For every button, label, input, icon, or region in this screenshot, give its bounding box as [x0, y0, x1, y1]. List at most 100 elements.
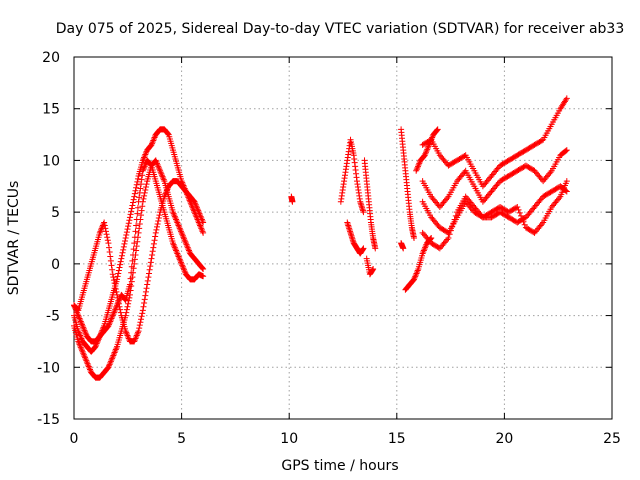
data-point [84, 360, 91, 367]
data-point [360, 245, 367, 252]
data-point [413, 167, 420, 174]
data-point [444, 195, 451, 202]
data-point [516, 209, 523, 216]
data-point [106, 319, 113, 326]
data-point [162, 190, 169, 197]
data-point [139, 157, 146, 164]
data-point [132, 187, 139, 194]
data-point [108, 315, 115, 322]
x-tick-label: 15 [388, 431, 406, 447]
data-point [102, 228, 109, 235]
data-point [155, 164, 162, 171]
data-point [130, 196, 137, 203]
data-point [129, 202, 136, 209]
data-point [149, 140, 156, 147]
x-tick-label: 5 [177, 431, 186, 447]
data-point [117, 306, 124, 313]
data-point [420, 247, 427, 254]
data-point [176, 256, 183, 263]
data-point [518, 212, 525, 219]
data-point [134, 238, 141, 245]
data-point [521, 221, 528, 228]
data-point [154, 223, 161, 230]
data-point [120, 243, 127, 250]
data-point [171, 243, 178, 250]
data-point [136, 322, 143, 329]
data-point [94, 339, 101, 346]
data-point [80, 325, 87, 332]
data-point [106, 321, 113, 328]
data-point [177, 228, 184, 235]
data-point [169, 240, 176, 247]
data-point [171, 212, 178, 219]
data-point [152, 229, 159, 236]
data-point [113, 288, 120, 295]
y-tick-label: -5 [46, 309, 60, 325]
data-point [142, 288, 149, 295]
data-point [122, 328, 129, 335]
data-point [429, 134, 436, 141]
data-point [192, 201, 199, 208]
plot-frame [73, 56, 613, 420]
data-point [133, 247, 140, 254]
data-point [421, 246, 428, 253]
data-point [115, 297, 122, 304]
data-point [153, 158, 160, 165]
data-point [134, 234, 141, 241]
data-point [182, 238, 189, 245]
data-point [197, 222, 204, 229]
data-point [80, 324, 87, 331]
data-point [134, 331, 141, 338]
data-point [158, 170, 165, 177]
data-point [161, 193, 168, 200]
data-point [139, 203, 146, 210]
data-point [143, 181, 150, 188]
data-point [125, 223, 132, 230]
data-point [115, 267, 122, 274]
data-point [420, 249, 427, 256]
data-point [151, 134, 158, 141]
data-point [98, 330, 105, 337]
data-point [165, 130, 172, 137]
data-point [164, 130, 171, 137]
data-point [123, 309, 130, 316]
data-point [174, 250, 181, 257]
data-point [140, 303, 147, 310]
data-point [194, 206, 201, 213]
x-tick-label: 10 [280, 431, 298, 447]
data-point [110, 352, 117, 359]
data-point [131, 338, 138, 345]
data-point [121, 240, 128, 247]
data-point [177, 257, 184, 264]
data-point [154, 161, 161, 168]
data-point [126, 294, 133, 301]
data-point [175, 253, 182, 260]
data-point [175, 222, 182, 229]
data-point [75, 314, 82, 321]
data-point [126, 217, 133, 224]
data-point [75, 328, 82, 335]
series-arc-k [398, 126, 418, 241]
data-point [158, 172, 165, 179]
data-point [177, 259, 184, 266]
data-point [450, 220, 457, 227]
data-point [125, 220, 132, 227]
data-point [126, 291, 133, 298]
data-point [107, 257, 114, 264]
data-point [106, 244, 113, 251]
data-point [452, 212, 459, 219]
data-point [134, 204, 141, 211]
data-point [427, 138, 434, 145]
data-point [419, 250, 426, 257]
data-point [101, 222, 108, 229]
data-point [150, 244, 157, 251]
data-point [94, 337, 101, 344]
data-point [74, 306, 81, 313]
data-point [562, 96, 569, 103]
data-point [198, 216, 205, 223]
data-point [562, 147, 569, 154]
data-point [115, 270, 122, 277]
x-axis-label: GPS time / hours [281, 458, 398, 474]
data-point [176, 223, 183, 230]
data-point [81, 327, 88, 334]
